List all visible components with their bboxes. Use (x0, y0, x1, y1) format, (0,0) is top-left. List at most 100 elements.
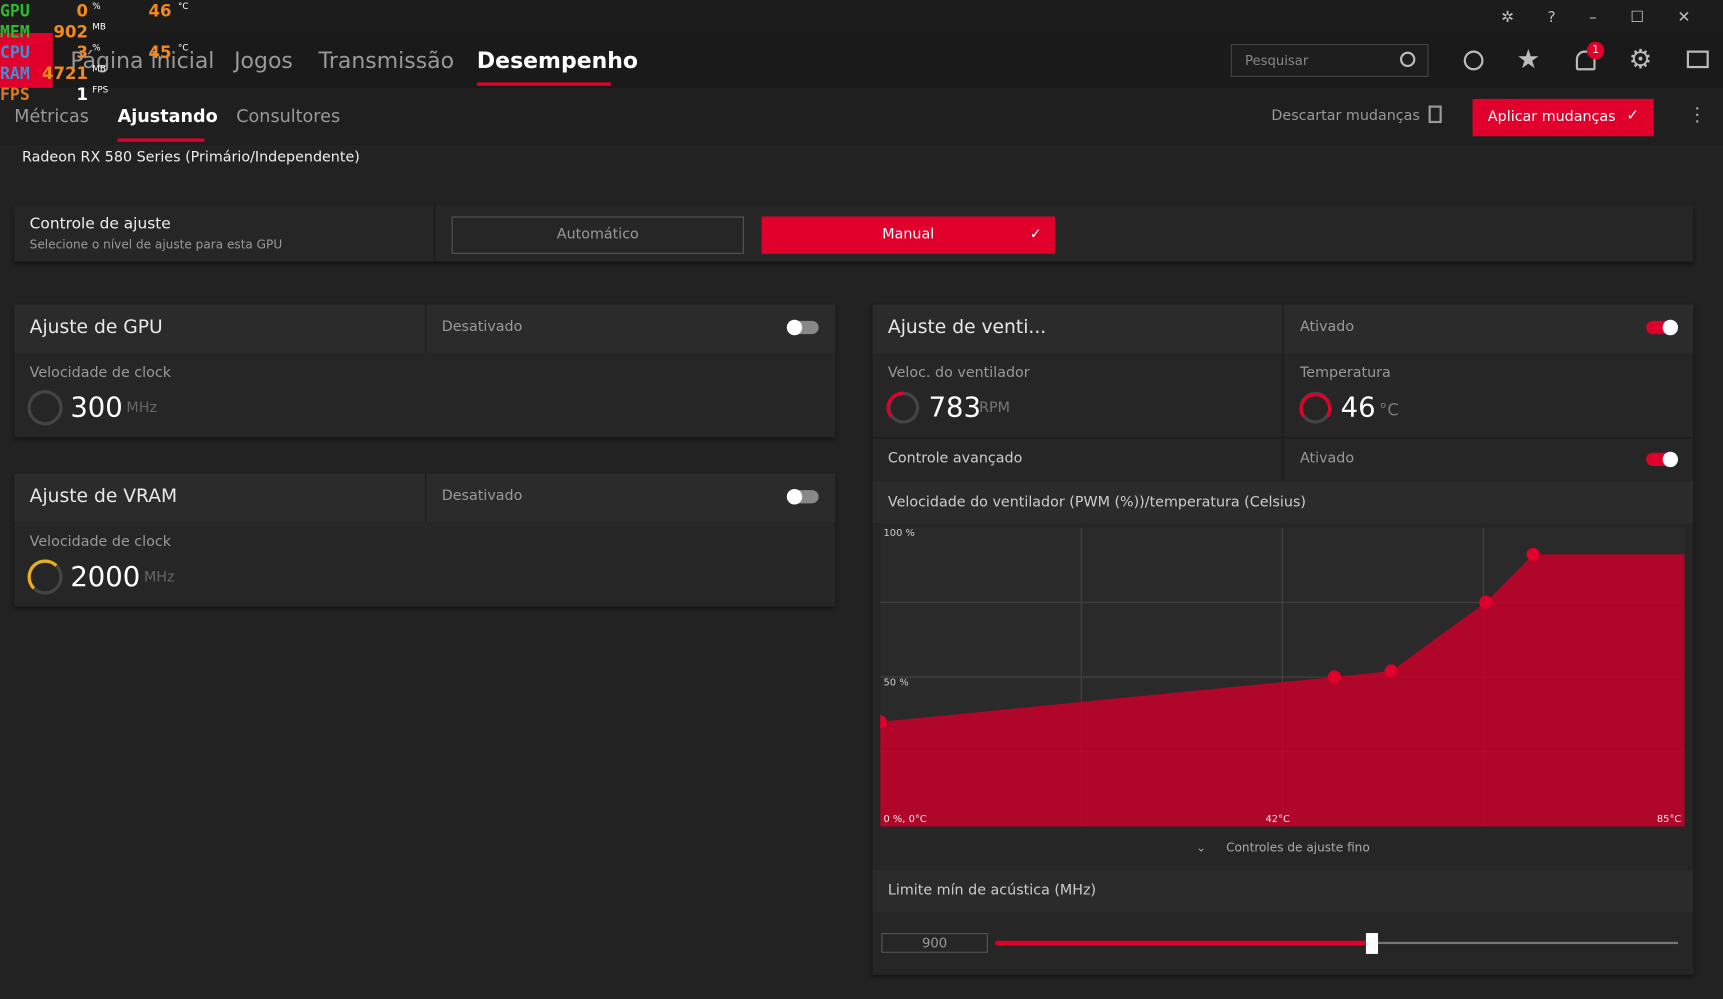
divider (434, 205, 436, 262)
divider (425, 473, 427, 523)
main-nav (0, 32, 1723, 88)
fan-speed: 783 (928, 391, 982, 424)
overlay-label: MEM (0, 21, 30, 42)
overlay-value: 46 (148, 1, 172, 21)
curve-point[interactable] (880, 715, 887, 729)
overlay-unit: MB (92, 21, 106, 32)
fan-speed-unit: RPM (979, 400, 1010, 417)
tuning-subtitle: Selecione o nível de ajuste para esta GP… (29, 237, 283, 252)
curve-point[interactable] (1526, 547, 1540, 562)
sub-tab-active[interactable]: Ajustando (117, 105, 218, 127)
slider-fill (995, 940, 1372, 946)
overlay-label: GPU (0, 1, 30, 21)
overlay-label: RAM (0, 63, 30, 84)
vram-gauge (27, 559, 63, 595)
fan-title: Ajuste de venti... (887, 316, 1047, 339)
fan-speed-label: Veloc. do ventilador (887, 364, 1030, 382)
vram-state: Desativado (441, 487, 523, 505)
apply-button[interactable]: Aplicar mudanças ✓ (1472, 98, 1654, 137)
overlay-unit: FPS (92, 84, 109, 95)
nav-tab[interactable]: Jogos (234, 47, 293, 74)
more-menu[interactable]: · · · (1694, 97, 1701, 132)
overlay-label: CPU (0, 42, 30, 63)
slider-thumb[interactable] (1365, 933, 1379, 954)
apply-label: Aplicar mudanças (1487, 108, 1616, 126)
overlay-value: 1 (76, 84, 88, 105)
gpu-gauge (27, 390, 63, 426)
divider (872, 437, 1694, 439)
advanced-toggle[interactable] (1646, 451, 1679, 468)
sub-tab[interactable]: Consultores (236, 105, 341, 127)
manual-button[interactable]: Manual ✓ (761, 216, 1055, 254)
overlay-unit: % (92, 1, 101, 11)
curve-point[interactable] (1327, 670, 1342, 684)
overlay-unit: % (92, 42, 101, 53)
globe-icon[interactable] (1463, 50, 1484, 71)
gpu-header (14, 304, 836, 353)
overlay-value: 902 (53, 21, 88, 42)
gpu-title: Ajuste de GPU (29, 316, 163, 339)
y-tick-label: 100 % (884, 528, 915, 539)
nav-tab-active[interactable]: Desempenho (476, 47, 638, 74)
curve-header (872, 481, 1694, 524)
vram-metric-label: Velocidade de clock (29, 534, 171, 551)
gpu-state: Desativado (441, 318, 523, 336)
curve-point[interactable] (1479, 595, 1493, 609)
vram-unit: MHz (143, 569, 175, 586)
tab-underline (117, 138, 205, 142)
acoustic-header (872, 870, 1694, 913)
sub-nav (0, 87, 1723, 146)
advanced-state: Ativado (1299, 450, 1355, 468)
curve-title: Velocidade do ventilador (PWM (%))/tempe… (887, 494, 1306, 512)
search-icon (1399, 51, 1416, 68)
overlay-value: 0 (76, 1, 88, 21)
bell-icon[interactable] (1575, 50, 1596, 71)
fan-toggle[interactable] (1646, 319, 1679, 336)
nav-tab[interactable]: Página inicial (70, 47, 215, 74)
overlay-unit: °C (178, 1, 189, 11)
temp-value: 46 (1340, 391, 1376, 424)
fan-curve-area (880, 554, 1685, 827)
trash-icon[interactable] (1428, 105, 1442, 124)
x-tick-label: 42°C (1265, 814, 1290, 825)
overlay-value: 3 (76, 42, 88, 63)
acoustic-input[interactable]: 900 (881, 933, 988, 953)
y-tick-label: 50 % (884, 677, 909, 688)
check-icon: ✓ (1029, 226, 1042, 243)
overlay-label: FPS (0, 84, 30, 105)
nav-tab[interactable]: Transmissão (318, 47, 455, 74)
settings-icon[interactable]: ⚙ (1628, 43, 1653, 75)
temp-gauge (1299, 391, 1332, 424)
search-box[interactable]: Pesquisar (1230, 43, 1429, 77)
device-name: Radeon RX 580 Series (Primário/Independe… (21, 149, 360, 166)
search-placeholder: Pesquisar (1245, 52, 1309, 69)
window-controls[interactable]: ✲ ? – ☐ ✕ (1501, 8, 1691, 27)
divider (425, 304, 427, 353)
vram-header (14, 473, 836, 523)
amd-logo[interactable] (0, 32, 53, 88)
overlay-value: 45 (148, 42, 172, 63)
divider (1282, 304, 1284, 481)
sub-tab[interactable]: Métricas (14, 105, 89, 127)
gpu-metric-label: Velocidade de clock (29, 364, 171, 382)
auto-button[interactable]: Automático (451, 216, 744, 254)
manual-label: Manual (882, 226, 935, 243)
fan-gauge (886, 391, 920, 424)
fine-tuning-toggle[interactable]: ⌄ Controles de ajuste fino (872, 827, 1694, 870)
gpu-toggle[interactable] (786, 319, 819, 336)
fan-curve-chart[interactable]: 100 % 50 % 0 %, 0°C 42°C 85°C (880, 527, 1685, 827)
curve-point[interactable] (1384, 664, 1398, 678)
check-icon: ✓ (1626, 106, 1640, 125)
overlay-unit: °C (178, 42, 189, 53)
overlay-value: 4721 (42, 63, 88, 84)
temp-label: Temperatura (1299, 364, 1391, 382)
star-icon[interactable]: ★ (1516, 43, 1541, 75)
panel-icon[interactable] (1686, 50, 1709, 69)
vram-toggle[interactable] (786, 489, 819, 505)
acoustic-label: Limite mín de acústica (MHz) (887, 882, 1097, 899)
x-tick-label: 0 %, 0°C (884, 814, 927, 825)
title-bar (0, 0, 1723, 33)
discard-button[interactable]: Descartar mudanças (1271, 107, 1420, 125)
vram-value: 2000 (70, 560, 141, 593)
